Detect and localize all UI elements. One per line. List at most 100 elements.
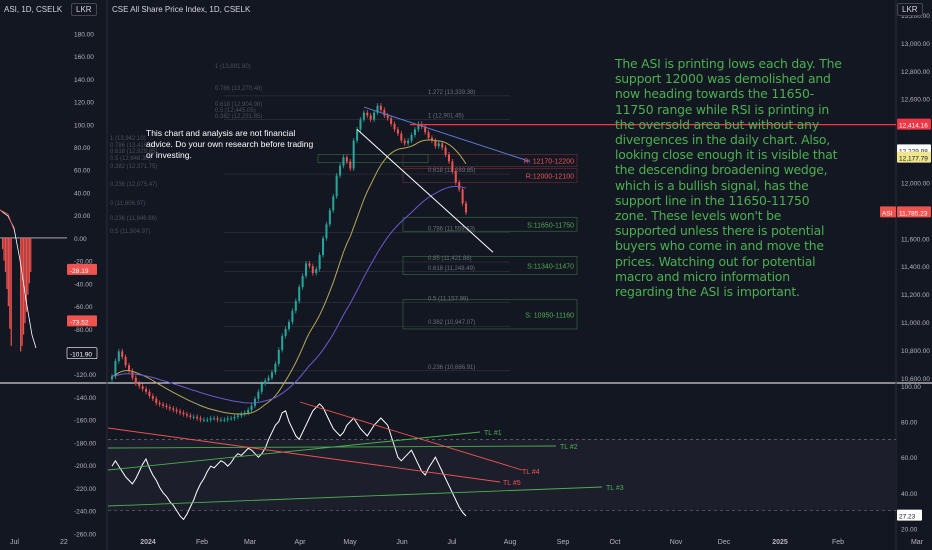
rsi-label-text: 27.23 xyxy=(899,514,916,521)
candle-body xyxy=(318,255,321,269)
price-tick: 11,400.00 xyxy=(901,264,930,271)
faded-fib-label: 0.5 (12,648.30) xyxy=(110,156,151,162)
candle-body xyxy=(373,112,376,120)
candle-body xyxy=(417,123,420,130)
price-label-text: 12,177.79 xyxy=(899,156,928,163)
left-line-red xyxy=(0,209,15,231)
candle-body xyxy=(270,372,274,378)
candle-body xyxy=(447,154,451,162)
candle-body xyxy=(175,409,178,412)
candle-body xyxy=(114,361,117,377)
zone-box xyxy=(402,154,578,167)
candle-body xyxy=(277,349,280,364)
left-bar xyxy=(30,237,32,272)
candle-body xyxy=(376,105,379,113)
left-bar xyxy=(2,237,4,250)
left-bar xyxy=(10,237,12,346)
candle-body xyxy=(396,129,399,134)
candle-body xyxy=(206,419,209,421)
zone-label: S: 10950-11160 xyxy=(525,312,574,319)
left-bar xyxy=(25,237,28,312)
candle-body xyxy=(179,411,182,413)
candle-body xyxy=(393,123,396,130)
left-label-text: -28.19 xyxy=(70,268,89,275)
candle-body xyxy=(138,383,141,387)
symbol-tag-text: ASI xyxy=(882,210,893,217)
candle-body xyxy=(172,408,175,410)
left-bar xyxy=(20,237,22,352)
zone-label: R: 12170-12200 xyxy=(524,159,574,166)
faded-fib-label: 0 (11,606.97) xyxy=(110,201,145,207)
left-label-text: -101.90 xyxy=(70,352,92,359)
price-candles[interactable] xyxy=(110,103,896,423)
candle-body xyxy=(342,157,345,166)
candle-body xyxy=(155,398,158,403)
zone-box xyxy=(402,256,578,275)
candle-body xyxy=(325,224,328,239)
candle-body xyxy=(281,335,284,350)
faded-fib-label: 0.236 (11,846.96) xyxy=(110,216,157,222)
left-tick: -220.00 xyxy=(74,486,96,493)
candle-body xyxy=(308,263,311,267)
candle-body xyxy=(264,380,267,384)
price-tick: 13,200.00 xyxy=(901,13,930,20)
candle-body xyxy=(386,115,389,119)
candle-body xyxy=(304,263,308,276)
candle-body xyxy=(461,189,464,204)
candle-body xyxy=(124,356,127,366)
trendline-label: TL #2 xyxy=(560,444,578,451)
trendline xyxy=(107,427,501,483)
candle-body xyxy=(199,418,202,420)
left-tick: 160.00 xyxy=(74,54,94,61)
candle-body xyxy=(117,351,120,362)
faded-fib-label: 0.382 (12,371.75) xyxy=(110,164,157,170)
symbol-tag xyxy=(880,206,896,218)
candle-body xyxy=(165,405,168,408)
left-tick: 180.00 xyxy=(74,31,94,38)
fib-label: 0.236 (10,686.91) xyxy=(428,365,475,371)
candle-body xyxy=(301,275,304,288)
left-mini-pane[interactable] xyxy=(0,209,67,352)
trendline xyxy=(107,445,557,449)
faded-fib-label: 0.5 (12,445.05) xyxy=(215,108,256,114)
faded-fib-label: 0.618 (12,929.85) xyxy=(110,149,157,155)
candle-body xyxy=(464,203,468,213)
left-bar xyxy=(4,237,7,272)
price-tick: 11,000.00 xyxy=(901,320,930,327)
faded-fib-label: 0.382 (12,231.85) xyxy=(215,114,262,120)
faded-fib-label: 1 (13,891.80) xyxy=(215,64,251,70)
candle-body xyxy=(413,129,416,135)
candle-body xyxy=(267,377,270,381)
candle-body xyxy=(379,105,382,110)
left-currency-button[interactable]: LKR xyxy=(71,3,97,16)
candle-body xyxy=(145,388,148,392)
candle-body xyxy=(240,414,243,416)
candle-body xyxy=(366,112,369,116)
candle-body xyxy=(311,266,314,274)
candle-body xyxy=(349,161,352,169)
left-x-tick: 22 xyxy=(60,539,68,546)
fib-label: 0.5 (11,157.99) xyxy=(428,296,468,302)
candle-body xyxy=(247,409,250,413)
x-tick: Mar xyxy=(911,539,924,546)
left-tick: -140.00 xyxy=(74,395,96,402)
candle-body xyxy=(352,140,355,169)
left-tick: 60.00 xyxy=(74,168,91,175)
price-tick: 10,800.00 xyxy=(901,348,930,355)
candle-body xyxy=(362,112,365,120)
right-currency-button[interactable]: LKR xyxy=(897,3,923,16)
ema-short-line xyxy=(111,139,467,415)
candle-body xyxy=(185,414,188,416)
zone-label: R:12000-12100 xyxy=(526,173,574,180)
left-label-box xyxy=(67,315,97,327)
rsi-pane[interactable]: TL #1 TL #2 TL #3 TL #4TL #5 xyxy=(107,401,624,521)
candle-body xyxy=(110,376,114,380)
candle-body xyxy=(233,416,236,419)
candle-body xyxy=(253,398,256,406)
faded-fib-label: 0.618 (12,904.98) xyxy=(215,102,262,108)
x-tick: Feb xyxy=(832,539,844,546)
faded-fib-label: 0.5 (11,504.97) xyxy=(110,229,150,235)
rsi-tick: 60.00 xyxy=(901,455,918,462)
